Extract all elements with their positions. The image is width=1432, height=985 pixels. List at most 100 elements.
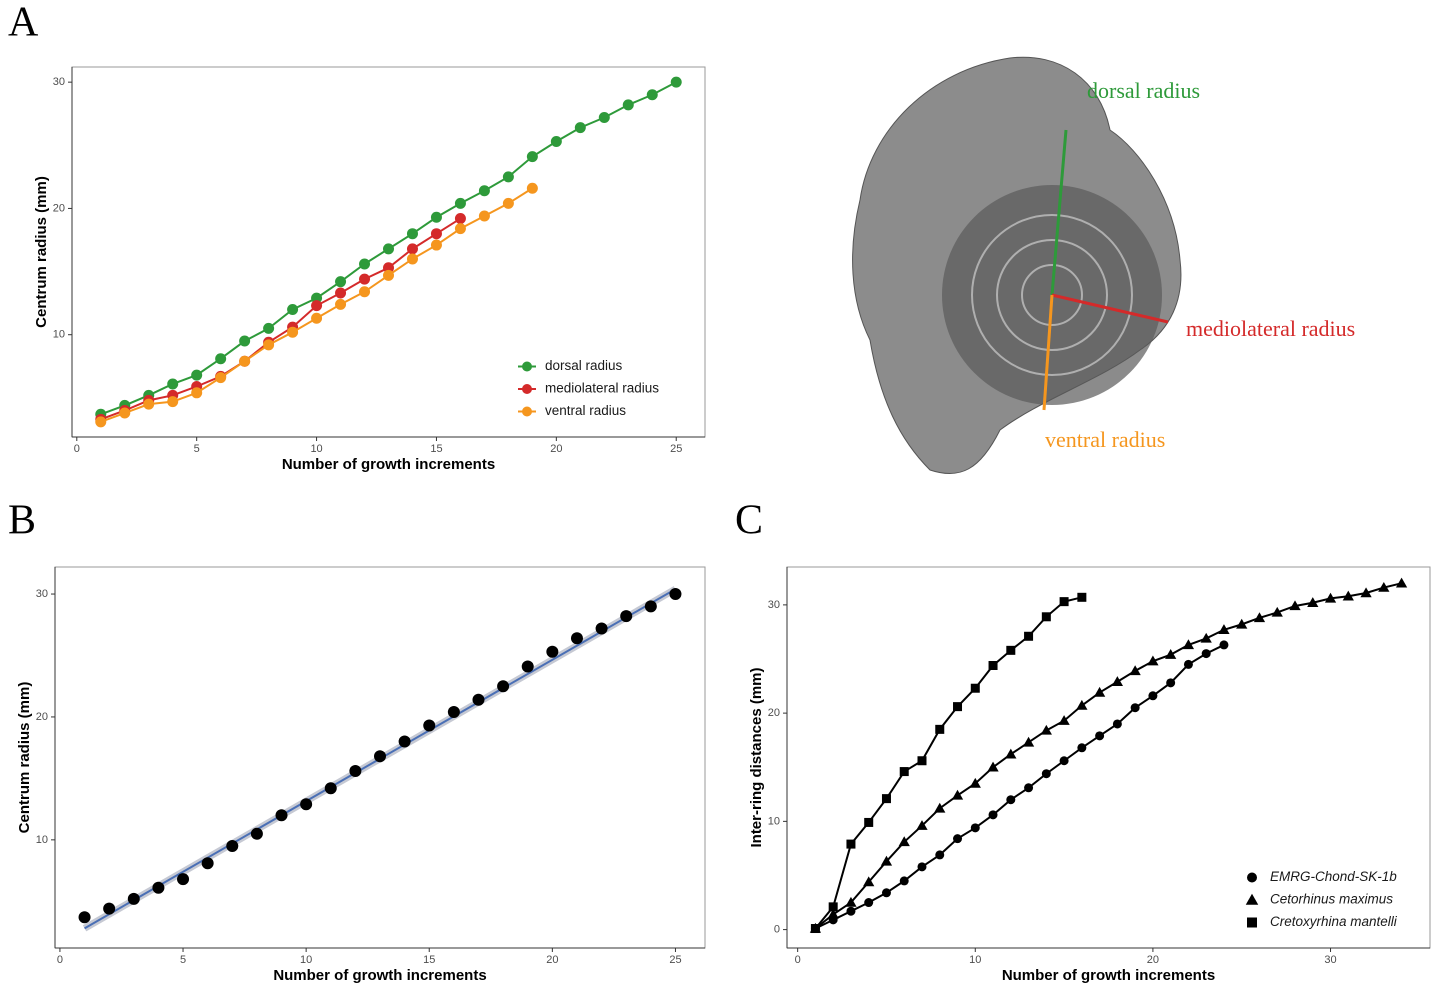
- data-point: [103, 902, 116, 915]
- data-point: [324, 782, 337, 795]
- data-point: [239, 335, 251, 347]
- legend-marker: [1247, 872, 1257, 883]
- y-axis-title: Centrum radius (mm): [16, 682, 33, 834]
- data-point: [1183, 659, 1193, 669]
- legend-marker: [522, 406, 532, 417]
- data-point: [988, 810, 998, 820]
- data-point: [864, 898, 874, 908]
- data-point: [646, 89, 658, 101]
- data-point: [1148, 691, 1158, 701]
- data-point: [620, 610, 633, 623]
- legend-marker: [522, 384, 532, 394]
- data-point: [78, 911, 91, 924]
- data-point: [502, 197, 514, 209]
- data-point: [275, 809, 288, 822]
- data-point: [478, 210, 490, 222]
- data-point: [383, 269, 394, 281]
- x-tick-label: 0: [795, 954, 801, 966]
- specimen-label: ventral radius: [1045, 427, 1165, 452]
- x-axis-title: Number of growth increments: [1002, 967, 1215, 984]
- data-point: [398, 735, 411, 748]
- data-point: [1077, 743, 1087, 753]
- data-point: [898, 836, 910, 847]
- legend-label: mediolateral radius: [545, 381, 659, 396]
- data-point: [951, 789, 964, 800]
- data-point: [828, 902, 838, 912]
- data-point: [574, 122, 586, 134]
- data-point: [359, 286, 371, 298]
- data-point: [177, 873, 190, 886]
- data-point: [152, 881, 165, 894]
- data-point: [1378, 581, 1390, 592]
- data-point: [521, 660, 534, 673]
- panel-label: A: [8, 0, 39, 46]
- data-point: [119, 407, 131, 419]
- data-point: [935, 724, 945, 734]
- data-point: [167, 396, 179, 408]
- data-point: [1219, 640, 1229, 650]
- x-tick-label: 15: [423, 954, 435, 966]
- data-point: [916, 820, 928, 830]
- data-point: [201, 857, 214, 870]
- x-tick-label: 20: [550, 443, 562, 455]
- data-point: [1006, 795, 1016, 805]
- data-point: [143, 398, 155, 410]
- data-point: [430, 239, 442, 251]
- specimen-label: mediolateral radius: [1186, 316, 1355, 341]
- x-tick-label: 20: [1147, 954, 1159, 966]
- data-point: [383, 262, 394, 274]
- y-axis-title: Inter-ring distances (mm): [748, 667, 765, 847]
- data-point: [550, 136, 562, 148]
- data-point: [423, 719, 436, 732]
- data-point: [1200, 632, 1212, 643]
- data-point: [917, 756, 927, 766]
- data-point: [526, 151, 538, 163]
- data-point: [1253, 612, 1266, 623]
- specimen-label: dorsal radius: [1087, 78, 1200, 103]
- x-tick-label: 25: [670, 443, 682, 455]
- data-point: [969, 777, 981, 788]
- data-point: [846, 906, 856, 916]
- data-point: [406, 243, 418, 255]
- data-point: [374, 750, 386, 763]
- data-point: [454, 223, 466, 235]
- data-point: [1076, 699, 1088, 710]
- legend-label: dorsal radius: [545, 358, 623, 373]
- data-point: [988, 660, 998, 670]
- series-line: [814, 596, 1083, 930]
- legend-label: Cetorhinus maximus: [1270, 892, 1393, 907]
- data-point: [1395, 577, 1408, 588]
- data-point: [226, 839, 239, 852]
- data-point: [669, 588, 682, 601]
- data-point: [546, 645, 559, 658]
- data-point: [1182, 639, 1195, 650]
- data-point: [917, 862, 927, 872]
- data-point: [406, 228, 418, 240]
- legend-marker: [522, 361, 532, 372]
- x-tick-label: 5: [194, 443, 200, 455]
- data-point: [430, 228, 442, 240]
- data-point: [1218, 624, 1230, 634]
- x-tick-label: 0: [74, 443, 80, 455]
- x-tick-label: 25: [669, 954, 681, 966]
- data-point: [1006, 645, 1016, 655]
- data-point: [95, 416, 107, 428]
- x-tick-label: 30: [1324, 954, 1336, 966]
- data-point: [454, 213, 466, 225]
- x-tick-label: 10: [310, 443, 322, 455]
- data-point: [953, 702, 963, 712]
- y-tick-label: 20: [768, 707, 780, 719]
- data-point: [502, 171, 514, 183]
- data-point: [970, 683, 980, 693]
- y-tick-label: 30: [36, 588, 48, 600]
- data-point: [1289, 600, 1301, 611]
- data-point: [1058, 715, 1070, 725]
- series-line: [100, 217, 461, 421]
- x-tick-label: 20: [546, 954, 558, 966]
- data-point: [622, 99, 634, 111]
- data-point: [287, 303, 299, 315]
- y-tick-label: 10: [53, 329, 65, 341]
- data-point: [497, 680, 510, 693]
- data-point: [644, 600, 657, 613]
- data-point: [215, 353, 227, 365]
